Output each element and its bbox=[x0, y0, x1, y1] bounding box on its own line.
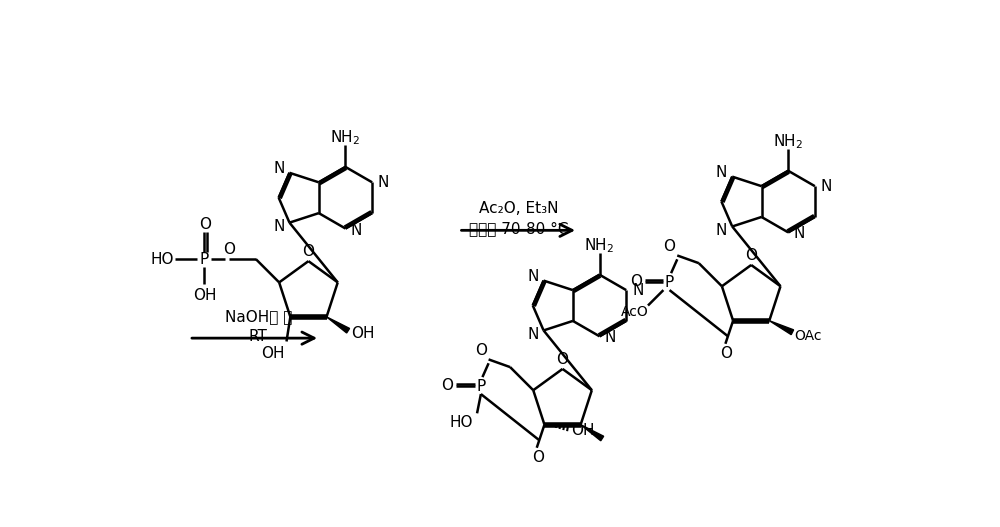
Text: O: O bbox=[441, 378, 453, 393]
Text: N: N bbox=[632, 282, 643, 298]
Text: N: N bbox=[378, 175, 389, 190]
Text: O: O bbox=[557, 352, 569, 367]
Text: AcO: AcO bbox=[621, 305, 649, 319]
Text: Ac₂O, Et₃N: Ac₂O, Et₃N bbox=[479, 201, 558, 216]
Text: N: N bbox=[273, 161, 284, 177]
Text: N: N bbox=[351, 222, 362, 238]
Polygon shape bbox=[581, 425, 604, 441]
Text: OH: OH bbox=[261, 346, 284, 360]
Text: NH$_2$: NH$_2$ bbox=[584, 236, 615, 255]
Text: O: O bbox=[630, 274, 642, 289]
Text: OH: OH bbox=[351, 326, 374, 341]
Text: HO: HO bbox=[450, 415, 473, 430]
Text: RT: RT bbox=[249, 329, 268, 344]
Text: N: N bbox=[716, 223, 727, 238]
Text: P: P bbox=[200, 252, 209, 267]
Text: OAc: OAc bbox=[794, 329, 822, 343]
Text: O: O bbox=[532, 450, 544, 465]
Text: N: N bbox=[527, 269, 538, 284]
Text: N: N bbox=[793, 227, 805, 241]
Polygon shape bbox=[327, 317, 350, 333]
Polygon shape bbox=[769, 321, 794, 335]
Text: OH: OH bbox=[193, 288, 216, 303]
Text: HO: HO bbox=[150, 252, 174, 267]
Text: O: O bbox=[199, 217, 211, 232]
Text: O: O bbox=[720, 346, 732, 362]
Text: O: O bbox=[475, 343, 487, 358]
Text: N: N bbox=[821, 179, 832, 193]
Text: P: P bbox=[476, 379, 486, 394]
Text: O: O bbox=[302, 245, 314, 259]
Text: OH: OH bbox=[571, 423, 595, 437]
Text: O: O bbox=[223, 242, 235, 257]
Text: N: N bbox=[273, 219, 284, 234]
Text: N: N bbox=[605, 330, 616, 345]
Text: 氯仿， 70-80 °C: 氯仿， 70-80 °C bbox=[469, 221, 568, 236]
Text: P: P bbox=[665, 275, 674, 290]
Text: NH$_2$: NH$_2$ bbox=[330, 128, 361, 147]
Text: O: O bbox=[745, 248, 757, 264]
Text: N: N bbox=[527, 327, 538, 342]
Text: N: N bbox=[716, 165, 727, 180]
Text: NaOH， 水: NaOH， 水 bbox=[225, 309, 292, 324]
Text: O: O bbox=[664, 239, 676, 253]
Text: NH$_2$: NH$_2$ bbox=[773, 132, 803, 151]
